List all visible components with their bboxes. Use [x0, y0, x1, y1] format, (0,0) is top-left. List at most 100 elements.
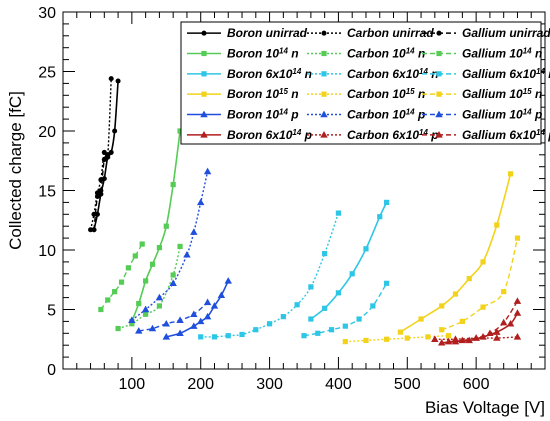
y-tick-label: 5 — [47, 303, 56, 320]
legend-marker-11 — [436, 91, 442, 97]
data-point-4-2 — [143, 311, 149, 317]
legend-label-5: Gallium 1014 n — [462, 46, 542, 61]
data-point-0-6 — [112, 128, 118, 134]
data-point-9-2 — [439, 303, 445, 309]
legend-label-17: Gallium 6x1014 p — [462, 127, 550, 142]
data-point-15-5 — [506, 319, 515, 327]
data-point-3-1 — [136, 300, 142, 307]
data-point-14-1 — [148, 324, 157, 332]
x-tick-label: 100 — [119, 376, 146, 393]
data-point-17-3 — [486, 329, 494, 337]
data-point-17-2 — [472, 334, 480, 341]
series-line-3 — [131, 130, 181, 322]
legend-label-2: Gallium unirrad — [462, 26, 550, 40]
legend-label-9: Boron 1015 n — [227, 87, 299, 102]
legend-marker-9 — [201, 91, 207, 97]
data-point-4-4 — [170, 272, 176, 278]
data-point-3-3 — [149, 261, 156, 267]
data-point-10-5 — [445, 333, 452, 339]
data-point-7-1 — [211, 334, 218, 340]
data-point-2-0 — [91, 227, 97, 233]
data-point-11-0 — [439, 327, 445, 333]
x-tick-label: 200 — [187, 376, 214, 393]
data-point-14-5 — [203, 298, 212, 306]
data-point-14-3 — [176, 316, 184, 323]
legend-marker-2 — [436, 30, 442, 36]
data-point-7-3 — [239, 331, 245, 338]
data-point-10-2 — [384, 336, 390, 342]
data-point-13-4 — [183, 250, 191, 258]
legend-marker-7 — [321, 71, 327, 77]
legend-marker-5 — [436, 50, 442, 57]
data-point-6-2 — [335, 290, 342, 296]
data-point-3-6 — [170, 181, 176, 188]
data-point-8-4 — [356, 316, 362, 322]
data-point-9-4 — [466, 275, 472, 282]
y-tick-label: 30 — [38, 5, 56, 22]
legend-marker-3 — [201, 50, 207, 57]
data-point-12-7 — [224, 277, 232, 284]
legend: Boron unirrad Carbon unirrad Gallium unirr… — [180, 21, 550, 145]
legend-marker-14 — [435, 110, 443, 118]
y-tick-label: 10 — [38, 243, 56, 260]
series-line-4 — [117, 246, 181, 330]
data-point-13-1 — [141, 305, 150, 313]
data-point-10-4 — [425, 334, 431, 340]
data-point-13-0 — [128, 316, 136, 323]
data-point-12-6 — [217, 291, 226, 298]
data-point-11-3 — [501, 289, 507, 295]
data-point-13-6 — [197, 198, 205, 206]
data-point-12-5 — [210, 302, 219, 309]
data-point-3-2 — [143, 278, 149, 284]
data-point-5-2 — [112, 289, 118, 295]
x-tick-label: 500 — [394, 376, 421, 393]
data-point-12-1 — [176, 329, 184, 337]
data-point-15-0 — [438, 338, 446, 346]
legend-label-1: Carbon unirrad — [347, 26, 434, 40]
legend-marker-17 — [435, 131, 443, 138]
series-line-7 — [200, 212, 340, 338]
legend-marker-6 — [201, 71, 207, 77]
legend-marker-13 — [320, 110, 328, 118]
data-point-7-4 — [253, 327, 259, 333]
legend-label-8: Gallium 6x1014 n — [462, 66, 550, 81]
x-tick-label: 600 — [463, 376, 490, 393]
data-point-4-3 — [156, 303, 163, 309]
data-point-1-0 — [88, 227, 94, 233]
data-point-8-1 — [315, 330, 321, 336]
data-point-4-1 — [129, 321, 135, 327]
data-point-7-8 — [308, 284, 314, 290]
legend-label-15: Boron 6x1014 p — [227, 127, 312, 142]
legend-label-10: Carbon 1015 n — [347, 87, 425, 102]
data-point-6-0 — [308, 316, 314, 322]
data-point-10-3 — [404, 335, 410, 341]
legend-marker-0 — [201, 30, 207, 36]
data-point-7-9 — [322, 250, 328, 257]
data-point-9-1 — [418, 316, 424, 322]
legend-marker-10 — [321, 91, 327, 97]
data-point-4-5 — [177, 243, 183, 250]
data-point-4-0 — [115, 325, 121, 332]
y-tick-label: 0 — [47, 362, 56, 379]
data-point-7-7 — [294, 302, 300, 308]
data-point-15-6 — [513, 309, 522, 316]
data-point-11-1 — [459, 318, 465, 325]
data-point-15-4 — [493, 328, 501, 335]
series-line-9 — [399, 173, 512, 333]
data-point-7-6 — [280, 314, 286, 320]
data-point-6-5 — [377, 214, 383, 220]
data-point-3-5 — [163, 223, 169, 229]
data-point-13-3 — [169, 279, 177, 287]
data-point-9-5 — [480, 259, 486, 265]
legend-marker-16 — [320, 131, 328, 138]
data-point-9-3 — [452, 291, 459, 297]
data-point-0-7 — [115, 78, 121, 84]
y-tick-label: 20 — [38, 124, 56, 141]
data-point-6-4 — [363, 246, 369, 252]
series-line-11 — [441, 237, 519, 331]
legend-label-3: Boron 1014 n — [227, 46, 299, 61]
x-axis-title: Bias Voltage [V] — [425, 398, 545, 417]
data-point-14-4 — [190, 310, 198, 317]
plot-axes: 100 200 300 400 500 600 0 5 10 15 20 25 30 — [38, 5, 546, 393]
legend-marker-8 — [436, 71, 442, 77]
